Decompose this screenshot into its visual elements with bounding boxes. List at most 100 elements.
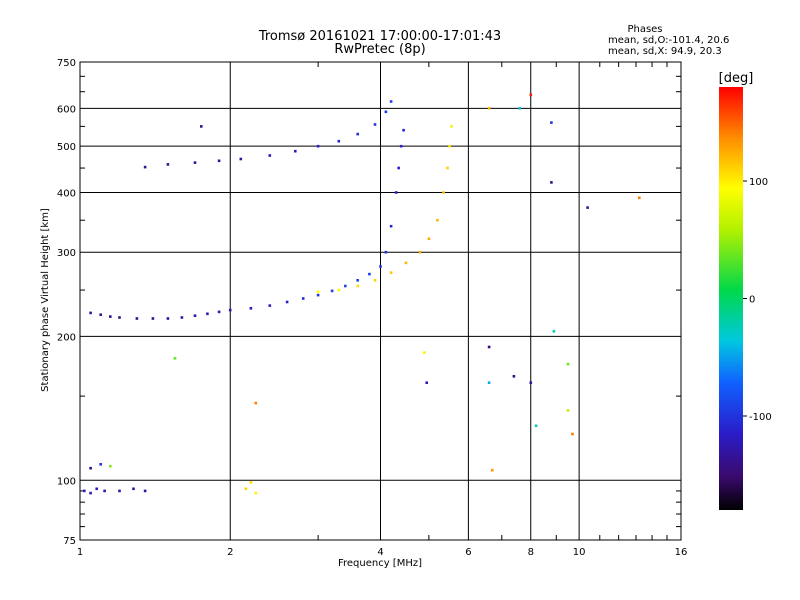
echo-point [109,315,112,318]
echo-point [491,468,494,472]
y-axis-label: Stationary phase Virtual Height [km] [40,208,51,392]
echo-point [99,463,102,466]
echo-point [418,250,422,254]
echo-point [436,218,439,222]
echo-point [99,313,102,316]
echo-point [373,123,377,126]
colorbar-ticks: 100 0 -100 [743,177,772,423]
echo-point [529,381,533,384]
echo-point [193,161,197,164]
echo-point [316,293,320,297]
echo-point [285,300,289,304]
y-tick-label: 75 [63,536,76,547]
grid-lines [80,62,681,540]
colorbar-tick-label: 0 [749,295,755,306]
echo-point [239,157,243,161]
echo-point [571,432,574,436]
echo-point [394,191,398,194]
echo-point [423,351,426,354]
echo-point [132,487,135,491]
echo-point [389,224,393,228]
echo-point [550,181,553,184]
echo-point [268,304,272,307]
echo-point [344,284,347,288]
y-tick-label: 500 [57,142,76,153]
x-tick-label: 10 [573,547,586,558]
chart-subtitle: RwPretec (8p) [334,42,425,57]
echo-point [109,464,112,468]
colorbar [719,87,743,510]
y-tick-label: 750 [57,58,76,69]
echo-point [404,261,408,265]
echo-point [173,357,177,360]
colorbar-tick-label: -100 [749,412,772,423]
echo-point [425,381,428,384]
x-axis-label: Frequency [MHz] [338,558,422,569]
echo-point [552,330,556,333]
echo-point [389,271,393,274]
x-tick-label: 4 [377,547,383,558]
echo-point [228,308,232,312]
echo-point [268,154,272,157]
y-axis-ticks: 75 100 200 300 400 500 600 750 [57,58,681,547]
echo-point [379,265,382,268]
echo-point [384,250,388,254]
echo-point [442,191,445,194]
echo-point [566,362,570,366]
stats-x-mode: mean, sd,X: 94.9, 20.3 [608,46,722,57]
y-tick-label: 200 [57,332,76,343]
x-tick-label: 16 [675,547,688,558]
echo-point [368,272,371,276]
echo-point [89,311,92,315]
y-tick-label: 300 [57,248,76,259]
echo-point [143,165,147,169]
echo-point [135,317,139,320]
echo-point [487,381,491,384]
echo-point [316,290,320,293]
echo-point [427,237,431,241]
echo-point [337,139,341,143]
echo-point [337,288,341,292]
y-tick-label: 600 [57,104,76,115]
echo-point [89,491,92,495]
echo-point [373,279,377,282]
colorbar-tick-label: 100 [749,177,768,188]
echo-point [487,345,491,349]
echo-point [448,144,451,148]
echo-point [193,314,197,317]
echo-point [487,107,491,110]
echo-point [529,93,533,97]
y-tick-label: 100 [57,476,76,487]
echo-point [550,121,553,124]
data-points [83,93,641,495]
x-tick-label: 2 [227,547,233,558]
echo-point [254,491,258,495]
plot-frame [79,61,682,541]
echo-point [294,149,297,153]
echo-point [118,489,121,493]
echo-point [316,144,320,148]
echo-point [389,100,393,103]
echo-point [244,487,248,491]
echo-point [166,317,170,320]
echo-point [254,401,258,405]
echo-point [356,279,359,282]
echo-point [566,409,570,412]
echo-point [217,159,221,163]
echo-point [512,375,516,378]
echo-point [402,128,405,132]
echo-point [384,110,388,114]
echo-point [143,489,147,493]
echo-point [249,481,253,484]
echo-point [356,284,359,288]
echo-point [534,424,538,428]
echo-point [166,163,170,166]
echo-point [206,312,209,316]
x-tick-label: 1 [77,547,83,558]
echo-point [200,125,203,128]
echo-point [586,206,589,209]
echo-point [356,132,359,136]
echo-point [103,489,106,493]
echo-point [450,125,453,128]
